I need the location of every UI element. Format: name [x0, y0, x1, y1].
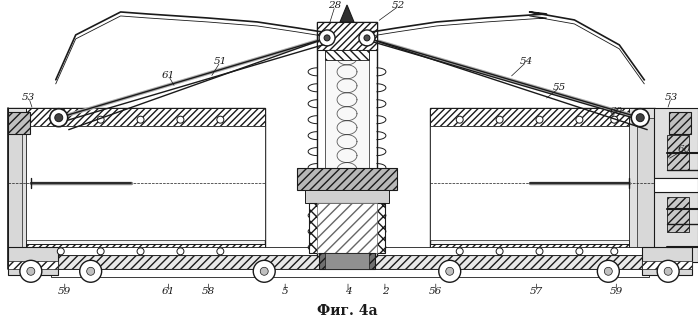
Circle shape	[177, 248, 184, 255]
Text: 53: 53	[22, 93, 36, 102]
Circle shape	[611, 116, 618, 123]
Text: 54: 54	[520, 57, 533, 66]
Bar	[667, 135, 689, 170]
Circle shape	[177, 116, 184, 123]
Circle shape	[576, 248, 583, 255]
Bar	[669, 112, 691, 134]
Text: 52: 52	[392, 2, 405, 11]
Bar	[642, 247, 692, 275]
Bar	[325, 22, 369, 256]
Bar	[8, 261, 58, 269]
Bar	[430, 126, 629, 240]
Circle shape	[324, 35, 330, 41]
Text: Фиг. 4а: Фиг. 4а	[317, 304, 377, 318]
Text: 5: 5	[282, 287, 289, 296]
Circle shape	[260, 267, 268, 275]
Circle shape	[359, 30, 375, 46]
Circle shape	[446, 267, 454, 275]
Bar	[51, 247, 649, 255]
Text: 28: 28	[329, 2, 342, 11]
Circle shape	[576, 116, 583, 123]
Bar	[637, 118, 655, 247]
Bar	[629, 108, 655, 262]
Circle shape	[456, 116, 463, 123]
Text: 53: 53	[665, 93, 678, 102]
Bar	[654, 193, 698, 262]
Circle shape	[27, 267, 35, 275]
Bar	[26, 126, 265, 240]
Circle shape	[97, 116, 104, 123]
Circle shape	[20, 260, 42, 282]
Bar	[654, 108, 698, 178]
Text: 61: 61	[162, 287, 175, 296]
Circle shape	[598, 260, 619, 282]
Bar	[8, 108, 26, 262]
Circle shape	[50, 109, 68, 127]
Circle shape	[55, 114, 63, 122]
Bar	[430, 108, 655, 126]
Circle shape	[456, 248, 463, 255]
Circle shape	[657, 260, 679, 282]
Bar	[317, 22, 377, 256]
Circle shape	[137, 116, 144, 123]
Bar	[51, 269, 649, 277]
Circle shape	[217, 116, 224, 123]
Text: 61: 61	[162, 71, 175, 80]
Bar	[8, 118, 22, 247]
Bar	[305, 189, 389, 204]
Bar	[8, 108, 265, 265]
Circle shape	[636, 114, 644, 122]
Text: 59: 59	[610, 287, 623, 296]
Bar	[642, 261, 692, 269]
Circle shape	[87, 267, 94, 275]
Bar	[430, 108, 655, 265]
Bar	[325, 253, 369, 269]
Circle shape	[605, 267, 612, 275]
Circle shape	[253, 260, 275, 282]
Text: 59: 59	[58, 287, 71, 296]
Text: 2: 2	[382, 287, 388, 296]
Bar	[51, 255, 649, 269]
Bar	[8, 108, 265, 126]
Text: 51: 51	[214, 57, 227, 66]
Text: 60: 60	[677, 145, 691, 154]
Bar	[319, 253, 375, 269]
Circle shape	[611, 248, 618, 255]
Circle shape	[496, 116, 503, 123]
Bar	[309, 204, 385, 253]
Text: 55: 55	[553, 83, 566, 92]
Circle shape	[536, 116, 543, 123]
Bar	[667, 197, 689, 232]
Circle shape	[80, 260, 101, 282]
Bar	[317, 22, 377, 50]
Circle shape	[536, 248, 543, 255]
Circle shape	[496, 248, 503, 255]
Bar	[317, 204, 377, 253]
Polygon shape	[340, 5, 354, 22]
Circle shape	[364, 35, 370, 41]
Text: 4: 4	[345, 287, 352, 296]
Bar	[654, 178, 698, 193]
Text: 56: 56	[429, 287, 442, 296]
Circle shape	[319, 30, 335, 46]
Bar	[8, 247, 58, 275]
Circle shape	[57, 116, 64, 123]
Text: 57: 57	[530, 287, 543, 296]
Bar	[430, 244, 655, 262]
Bar	[325, 50, 369, 60]
Circle shape	[439, 260, 461, 282]
Circle shape	[664, 267, 672, 275]
Text: 58: 58	[202, 287, 215, 296]
Bar	[8, 112, 30, 134]
Circle shape	[97, 248, 104, 255]
Circle shape	[631, 109, 649, 127]
Bar	[8, 244, 265, 262]
Circle shape	[57, 248, 64, 255]
Circle shape	[217, 248, 224, 255]
Circle shape	[137, 248, 144, 255]
Bar	[297, 168, 397, 189]
Text: 60: 60	[610, 107, 623, 116]
